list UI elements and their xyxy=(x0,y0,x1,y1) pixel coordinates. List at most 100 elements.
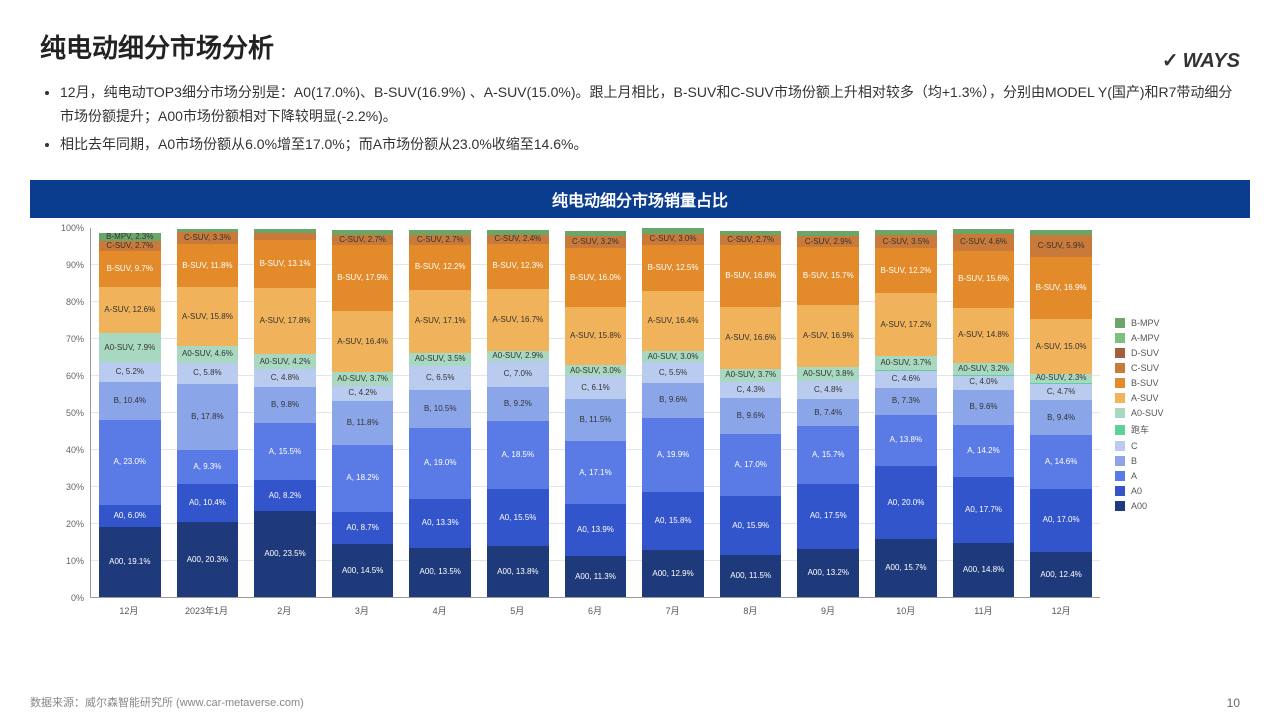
segment-A0: A0, 13.3% xyxy=(409,499,471,548)
segment-C-SUV: C-SUV, 2.4% xyxy=(487,235,549,244)
segment-C: C, 5.8% xyxy=(177,363,239,384)
segment-A-SUV: A-SUV, 17.8% xyxy=(254,288,316,354)
segment-C-SUV: C-SUV, 5.9% xyxy=(1030,235,1092,257)
legend-item: 跑车 xyxy=(1115,423,1245,436)
segment-C: C, 4.7% xyxy=(1030,383,1092,400)
x-label: 11月 xyxy=(945,598,1023,617)
segment-C-SUV xyxy=(254,233,316,240)
segment-A00: A00, 19.1% xyxy=(99,527,161,597)
legend-item: A0 xyxy=(1115,486,1245,496)
legend-item: C xyxy=(1115,441,1245,451)
segment-A: A, 23.0% xyxy=(99,420,161,505)
segment-A0: A0, 8.7% xyxy=(332,512,394,544)
chart-container: 纯电动细分市场销量占比 0%10%20%30%40%50%60%70%80%90… xyxy=(30,180,1250,617)
bullet-list: 12月，纯电动TOP3细分市场分别是：A0(17.0%)、B-SUV(16.9%… xyxy=(40,81,1240,156)
segment-A: A, 19.0% xyxy=(409,428,471,498)
segment-A00: A00, 12.4% xyxy=(1030,552,1092,598)
bar-column: A00, 11.3%A0, 13.9%A, 17.1%B, 11.5%C, 6.… xyxy=(557,228,635,597)
segment-A0-SUV: A0-SUV, 3.7% xyxy=(875,356,937,370)
legend-item: C-SUV xyxy=(1115,363,1245,373)
segment-B: B, 9.6% xyxy=(642,383,704,418)
segment-C-SUV: C-SUV, 2.7% xyxy=(332,235,394,245)
page-number: 10 xyxy=(1227,696,1240,710)
y-axis: 0%10%20%30%40%50%60%70%80%90%100% xyxy=(30,228,90,598)
segment-A0-SUV: A0-SUV, 3.0% xyxy=(565,365,627,376)
segment-C-SUV: C-SUV, 2.7% xyxy=(720,235,782,245)
footer-text: 数据来源：威尔森智能研究所 (www.car-metaverse.com) xyxy=(30,694,304,710)
segment-B-SUV: B-SUV, 12.3% xyxy=(487,244,549,289)
segment-B-SUV: B-SUV, 9.7% xyxy=(99,251,161,287)
bar-column: A00, 12.4%A0, 17.0%A, 14.6%B, 9.4%C, 4.7… xyxy=(1022,228,1100,597)
bar-column: A00, 13.5%A0, 13.3%A, 19.0%B, 10.5%C, 6.… xyxy=(401,228,479,597)
segment-B: B, 10.4% xyxy=(99,382,161,420)
plot-area: A00, 19.1%A0, 6.0%A, 23.0%B, 10.4%C, 5.2… xyxy=(90,228,1100,598)
bullet-item: 相比去年同期，A0市场份额从6.0%增至17.0%；而A市场份额从23.0%收缩… xyxy=(60,133,1240,157)
segment-B-SUV: B-SUV, 17.9% xyxy=(332,245,394,311)
segment-A0: A0, 15.9% xyxy=(720,496,782,555)
segment-C: C, 4.2% xyxy=(332,386,394,401)
segment-A0-SUV: A0-SUV, 3.5% xyxy=(409,353,471,366)
segment-C: C, 5.5% xyxy=(642,362,704,382)
segment-A00: A00, 14.8% xyxy=(953,543,1015,598)
segment-C-SUV: C-SUV, 3.0% xyxy=(642,234,704,245)
segment-A-SUV: A-SUV, 12.6% xyxy=(99,287,161,333)
x-label: 8月 xyxy=(712,598,790,617)
segment-A00: A00, 12.9% xyxy=(642,550,704,598)
x-label: 12月 xyxy=(1022,598,1100,617)
x-label: 2月 xyxy=(245,598,323,617)
x-label: 9月 xyxy=(789,598,867,617)
segment-B-SUV: B-SUV, 12.5% xyxy=(642,245,704,291)
segment-B-MPV xyxy=(720,231,782,236)
segment-B: B, 17.8% xyxy=(177,384,239,450)
segment-B-SUV: B-SUV, 15.7% xyxy=(797,247,859,305)
x-label: 7月 xyxy=(634,598,712,617)
x-label: 6月 xyxy=(556,598,634,617)
bar-column: A00, 23.5%A0, 8.2%A, 15.5%B, 9.8%C, 4.8%… xyxy=(246,228,324,597)
legend-item: D-SUV xyxy=(1115,348,1245,358)
segment-B-SUV: B-SUV, 13.1% xyxy=(254,240,316,288)
legend-item: A xyxy=(1115,471,1245,481)
x-label: 12月 xyxy=(90,598,168,617)
segment-C: C, 4.0% xyxy=(953,375,1015,390)
bar-column: A00, 12.9%A0, 15.8%A, 19.9%B, 9.6%C, 5.5… xyxy=(634,228,712,597)
segment-B: B, 10.5% xyxy=(409,390,471,429)
segment-C: C, 5.2% xyxy=(99,362,161,381)
segment-C: C, 4.8% xyxy=(254,369,316,387)
legend-item: B xyxy=(1115,456,1245,466)
segment-A: A, 15.5% xyxy=(254,423,316,480)
segment-B: B, 9.6% xyxy=(720,398,782,433)
segment-A-SUV: A-SUV, 15.8% xyxy=(565,307,627,365)
segment-A0: A0, 8.2% xyxy=(254,480,316,510)
segment-A0: A0, 20.0% xyxy=(875,466,937,540)
segment-B: B, 9.8% xyxy=(254,387,316,423)
x-label: 5月 xyxy=(478,598,556,617)
segment-A0-SUV: A0-SUV, 3.7% xyxy=(332,372,394,386)
segment-B-SUV: B-SUV, 16.0% xyxy=(565,248,627,307)
segment-C-SUV: C-SUV, 2.9% xyxy=(797,236,859,247)
segment-C: C, 4.8% xyxy=(797,381,859,399)
bar-column: A00, 14.8%A0, 17.7%A, 14.2%B, 9.6%C, 4.0… xyxy=(945,228,1023,597)
bar-column: A00, 13.8%A0, 15.5%A, 18.5%B, 9.2%C, 7.0… xyxy=(479,228,557,597)
segment-C-SUV: C-SUV, 3.3% xyxy=(177,232,239,244)
segment-B-MPV: B-MPV, 2.3% xyxy=(99,233,161,241)
segment-B-SUV: B-SUV, 15.6% xyxy=(953,251,1015,309)
segment-A00: A00, 13.2% xyxy=(797,549,859,598)
x-label: 10月 xyxy=(867,598,945,617)
segment-B-MPV xyxy=(642,228,704,233)
segment-A: A, 9.3% xyxy=(177,450,239,484)
segment-A-SUV: A-SUV, 14.8% xyxy=(953,308,1015,363)
chart-title: 纯电动细分市场销量占比 xyxy=(30,180,1250,218)
segment-A0-SUV: A0-SUV, 3.8% xyxy=(797,367,859,381)
segment-B: B, 7.4% xyxy=(797,399,859,426)
segment-B-MPV xyxy=(487,230,549,235)
segment-A-SUV: A-SUV, 16.9% xyxy=(797,305,859,367)
segment-A00: A00, 20.3% xyxy=(177,522,239,597)
segment-A-SUV: A-SUV, 17.2% xyxy=(875,293,937,356)
segment-A-SUV: A-SUV, 15.0% xyxy=(1030,319,1092,374)
legend-item: A00 xyxy=(1115,501,1245,511)
segment-A: A, 14.6% xyxy=(1030,435,1092,489)
segment-B-MPV xyxy=(177,229,239,232)
segment-A00: A00, 15.7% xyxy=(875,539,937,597)
legend-item: B-MPV xyxy=(1115,318,1245,328)
segment-A00: A00, 13.8% xyxy=(487,546,549,597)
